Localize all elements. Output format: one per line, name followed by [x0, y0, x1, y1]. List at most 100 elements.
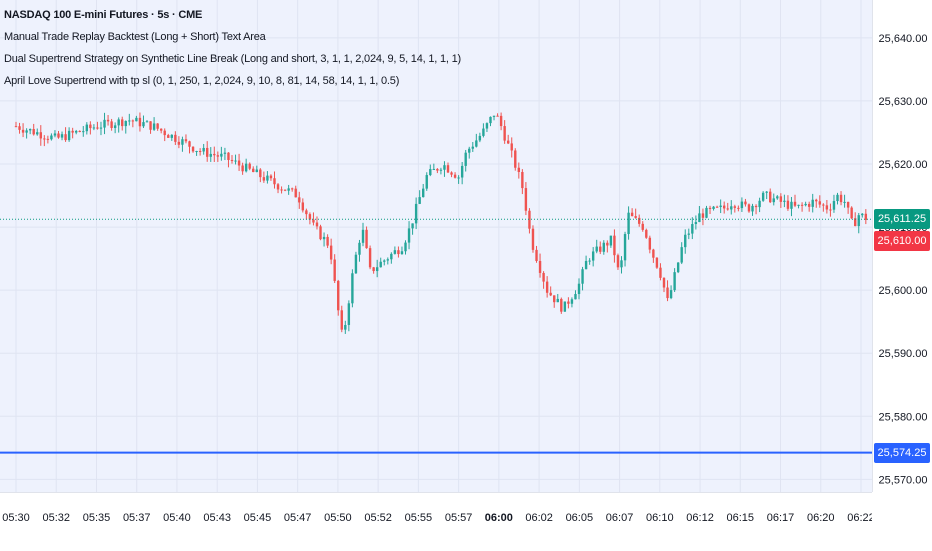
candle-body	[503, 126, 506, 141]
candle-body	[308, 214, 312, 220]
candle-body	[213, 153, 216, 156]
candle-body	[634, 216, 637, 218]
candle-body	[301, 202, 305, 211]
candle-body	[857, 215, 860, 227]
price-tick-label: 25,580.00	[879, 411, 928, 423]
candle-body	[630, 212, 634, 217]
candle-body	[567, 301, 570, 304]
candle-body	[18, 126, 21, 130]
candle-body	[206, 147, 209, 157]
candle-body	[113, 125, 117, 128]
candle-body	[121, 119, 124, 127]
candle-body	[701, 213, 705, 218]
candle-body	[85, 124, 89, 132]
time-tick-label: 05:43	[203, 512, 231, 524]
candle-body	[390, 253, 393, 260]
candle-body	[156, 123, 159, 129]
last-price-tag: 25,611.25	[874, 209, 930, 230]
time-tick-label: 06:07	[606, 512, 634, 524]
candle-body	[492, 115, 496, 117]
candle-body	[659, 267, 662, 278]
current-price-tag: 25,610.00	[874, 231, 930, 252]
indicator-legend-dual-supertrend[interactable]: Dual Supertrend Strategy on Synthetic Li…	[4, 53, 461, 65]
candle-body	[623, 234, 627, 261]
candle-body	[319, 226, 322, 240]
candle-body	[255, 169, 258, 173]
price-axis-labels: 25,640.0025,630.0025,620.0025,610.0025,6…	[879, 33, 928, 487]
candle-body	[839, 194, 843, 203]
candle-body	[793, 201, 797, 206]
candle-body	[694, 222, 698, 225]
candle-body	[747, 204, 751, 212]
candle-body	[407, 228, 411, 243]
candle-body	[620, 260, 623, 268]
candle-body	[262, 177, 266, 181]
candle-body	[57, 133, 60, 138]
candle-body	[652, 249, 655, 258]
candle-body	[669, 290, 673, 299]
candle-body	[676, 262, 680, 273]
time-tick-label: 05:50	[324, 512, 352, 524]
candle-body	[783, 200, 786, 202]
candle-body	[705, 207, 708, 218]
candle-body	[446, 165, 450, 173]
candle-body	[726, 208, 729, 210]
time-tick-label: 05:45	[244, 512, 272, 524]
candle-body	[443, 165, 446, 170]
candle-body	[460, 165, 464, 178]
candle-body	[836, 194, 839, 202]
candle-body	[266, 175, 269, 181]
candle-body	[163, 130, 166, 136]
candle-body	[340, 310, 343, 330]
candle-body	[383, 260, 386, 262]
candle-body	[475, 140, 478, 147]
candle-body	[128, 120, 131, 122]
candle-body	[276, 184, 280, 190]
candle-body	[560, 298, 563, 312]
candle-body	[174, 134, 177, 142]
candle-body	[779, 196, 783, 202]
chart-plot-area[interactable]	[0, 0, 872, 492]
candle-body	[223, 152, 227, 154]
candle-body	[758, 200, 761, 208]
indicator-legend-april-love[interactable]: April Love Supertrend with tp sl (0, 1, …	[4, 75, 400, 87]
candle-body	[450, 172, 453, 175]
candle-body	[227, 152, 230, 160]
time-axis-labels: 05:30 05:32 05:35 05:37 05:40 05:43 05:45 05:47…	[2, 512, 875, 524]
candle-body	[365, 229, 368, 249]
candle-body	[510, 143, 513, 151]
time-tick-label: 06:10	[646, 512, 674, 524]
candle-body	[776, 196, 779, 199]
time-tick-label: 06:17	[767, 512, 795, 524]
candle-body	[64, 134, 67, 141]
candle-body	[684, 234, 687, 248]
candle-body	[248, 163, 251, 169]
candle-body	[616, 255, 620, 268]
candle-body	[142, 122, 145, 127]
candle-body	[737, 207, 740, 209]
candle-body	[89, 124, 92, 129]
candle-body	[825, 205, 829, 210]
candle-body	[641, 223, 644, 230]
level-price-tag: 25,574.25	[874, 442, 930, 463]
candle-body	[556, 298, 559, 303]
symbol-title[interactable]: NASDAQ 100 E-mini Futures · 5s · CME	[4, 9, 203, 21]
candle-body	[287, 188, 290, 191]
candle-body	[78, 130, 81, 132]
indicator-legend-manual-replay[interactable]: Manual Trade Replay Backtest (Long + Sho…	[4, 31, 266, 43]
candle-body	[499, 115, 503, 127]
candle-body	[464, 152, 467, 166]
candle-body	[67, 130, 71, 141]
time-tick-label: 05:47	[284, 512, 312, 524]
candle-body	[131, 120, 135, 122]
candle-body	[815, 199, 818, 202]
candle-body	[715, 206, 719, 208]
candle-body	[638, 217, 641, 224]
candle-body	[553, 295, 556, 303]
candle-body	[574, 294, 577, 300]
time-axis[interactable]: 05:30 05:32 05:35 05:37 05:40 05:43 05:45 05:47…	[0, 492, 875, 551]
price-chart[interactable]	[0, 0, 872, 492]
candle-body	[347, 303, 351, 325]
candle-body	[485, 123, 489, 129]
time-tick-label: 05:37	[123, 512, 151, 524]
